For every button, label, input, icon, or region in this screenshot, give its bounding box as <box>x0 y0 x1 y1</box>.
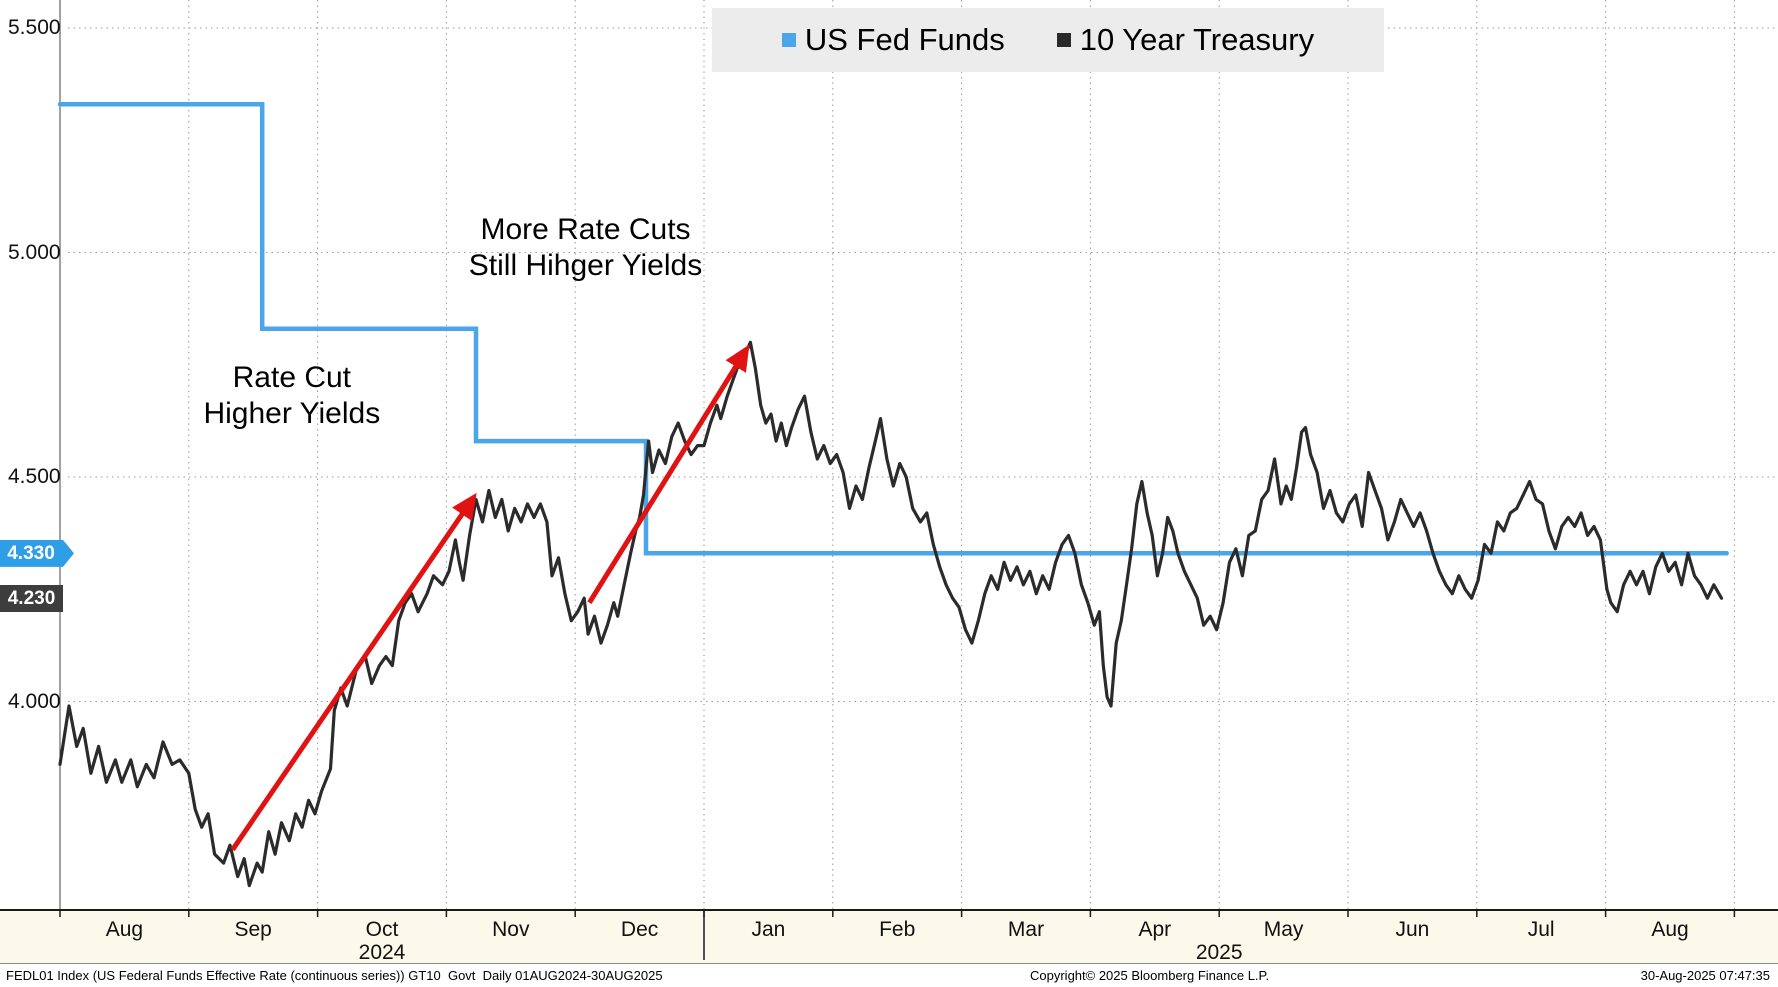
treasury-last-price-badge: 4.230 <box>0 584 63 612</box>
x-month-label: Aug <box>105 918 144 941</box>
x-month-label: Dec <box>620 918 659 941</box>
treasury-line <box>58 340 1724 888</box>
footer-security-info: FEDL01 Index (US Federal Funds Effective… <box>6 968 663 983</box>
footer-bar: FEDL01 Index (US Federal Funds Effective… <box>0 963 1778 987</box>
fed-funds-last-price: 4.330 <box>7 542 55 564</box>
y-tick-label: 4.000 <box>8 689 61 713</box>
annotation-rate-cut: Rate Cut Higher Yields <box>203 360 380 432</box>
legend-label-fed-funds: US Fed Funds <box>804 22 1005 57</box>
x-month-label: May <box>1263 918 1304 941</box>
annotation-more-rate-cuts: More Rate Cuts Still Hihger Yields <box>469 212 702 284</box>
fed-funds-swatch-icon <box>781 33 796 47</box>
x-month-label: Nov <box>492 918 530 941</box>
x-month-label: Jul <box>1527 918 1555 941</box>
x-month-label: Jun <box>1395 918 1430 941</box>
trend-arrow <box>230 492 477 852</box>
footer-timestamp: 30-Aug-2025 07:47:35 <box>1640 968 1770 983</box>
annotation-line: Rate Cut <box>232 361 352 395</box>
x-month-label: Mar <box>1007 918 1045 941</box>
x-month-label: Sep <box>234 918 272 941</box>
chart-legend: US Fed Funds 10 Year Treasury <box>712 8 1384 72</box>
fed-funds-line <box>57 102 1729 556</box>
x-month-label: Oct <box>365 918 399 941</box>
y-tick-label: 4.500 <box>8 465 61 488</box>
y-tick-label: 5.000 <box>8 240 61 264</box>
legend-label-treasury: 10 Year Treasury <box>1079 22 1315 57</box>
x-month-label: Feb <box>879 918 916 941</box>
annotation-line: More Rate Cuts <box>480 213 691 246</box>
fed-funds-last-price-badge: 4.330 <box>0 540 74 567</box>
y-tick-label: 5.500 <box>8 16 61 39</box>
annotation-line: Still Hihger Yields <box>468 249 703 282</box>
trend-arrow <box>587 344 750 605</box>
x-axis-strip <box>0 911 1778 963</box>
x-month-label: Apr <box>1138 918 1172 941</box>
legend-item-treasury: 10 Year Treasury <box>1056 22 1315 58</box>
annotation-line: Higher Yields <box>203 397 381 431</box>
x-year-label: 2024 <box>358 941 406 964</box>
treasury-swatch-icon <box>1056 33 1071 47</box>
x-month-label: Aug <box>1651 918 1689 941</box>
x-year-label: 2025 <box>1195 941 1243 964</box>
x-month-label: Jan <box>751 918 786 941</box>
treasury-last-price: 4.230 <box>7 587 56 609</box>
legend-item-fed-funds: US Fed Funds <box>781 22 1005 58</box>
footer-copyright: Copyright© 2025 Bloomberg Finance L.P. <box>1030 968 1270 983</box>
